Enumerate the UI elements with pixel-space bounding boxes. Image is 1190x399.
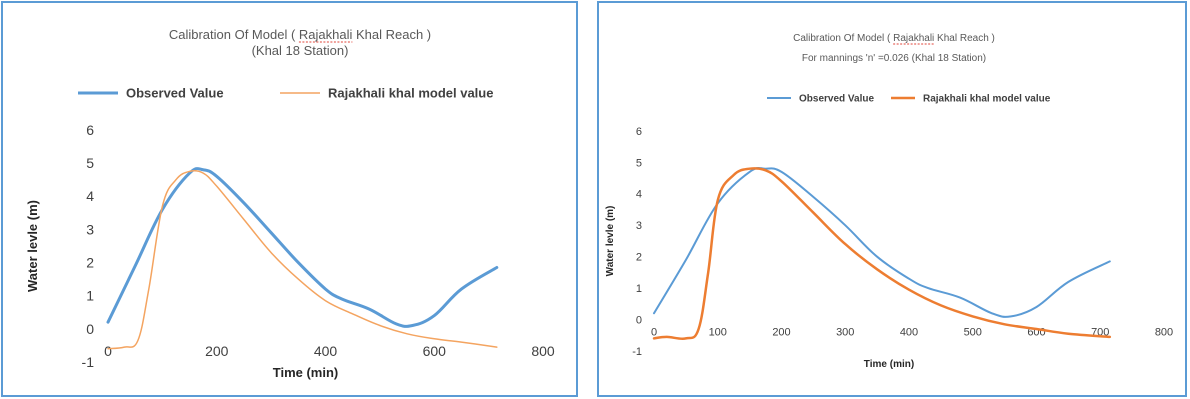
y-tick-label: 6 — [636, 126, 642, 138]
chart-left: Calibration Of Model ( Rajakhali Khal Re… — [25, 27, 555, 380]
y-tick-label: -1 — [82, 354, 95, 370]
legend-label-1: Rajakhali khal model value — [923, 94, 1051, 105]
x-tick-label: 0 — [104, 343, 112, 359]
y-tick-label: 0 — [636, 314, 642, 326]
x-tick-label: 200 — [205, 343, 229, 359]
y-tick-label: 4 — [636, 189, 642, 201]
legend-label-0: Observed Value — [799, 94, 874, 105]
chart-right: Calibration Of Model ( Rajakhali Khal Re… — [605, 33, 1173, 370]
x-tick-label: 400 — [314, 343, 338, 359]
y-tick-label: 6 — [86, 122, 94, 138]
y-axis-label: Water levle (m) — [25, 200, 40, 292]
y-tick-label: 3 — [636, 220, 642, 232]
y-tick-label: 4 — [86, 188, 94, 204]
series-line-1 — [652, 166, 1112, 341]
x-tick-label: 800 — [531, 343, 555, 359]
x-tick-label: 800 — [1155, 327, 1173, 339]
series-line-0 — [653, 166, 1111, 318]
y-tick-label: 5 — [636, 157, 642, 169]
legend-label-0: Observed Value — [126, 86, 224, 101]
x-tick-label: 100 — [709, 327, 727, 339]
y-tick-label: 5 — [86, 155, 94, 171]
chart-subtitle: For mannings 'n' =0.026 (Khal 18 Station… — [802, 53, 986, 64]
x-tick-label: 400 — [900, 327, 918, 339]
x-tick-label: 200 — [772, 327, 790, 339]
chart-subtitle: (Khal 18 Station) — [252, 43, 349, 58]
series-line-1 — [107, 169, 498, 350]
y-tick-label: 2 — [86, 254, 94, 270]
x-axis-label: Time (min) — [864, 359, 914, 370]
y-tick-label: 3 — [86, 221, 94, 237]
y-tick-label: 1 — [86, 288, 94, 304]
y-tick-label: -1 — [632, 346, 642, 358]
series-line-0 — [106, 167, 499, 328]
x-tick-label: 600 — [423, 343, 447, 359]
x-tick-label: 500 — [964, 327, 982, 339]
chart-panel-right: Calibration Of Model ( Rajakhali Khal Re… — [597, 1, 1187, 397]
chart-title: Calibration Of Model ( Rajakhali Khal Re… — [793, 33, 995, 44]
y-tick-label: 1 — [636, 283, 642, 295]
y-tick-label: 0 — [86, 321, 94, 337]
y-tick-label: 2 — [636, 252, 642, 264]
x-tick-label: 300 — [836, 327, 854, 339]
chart-panel-left: Calibration Of Model ( Rajakhali Khal Re… — [1, 1, 578, 397]
x-axis-label: Time (min) — [273, 365, 339, 380]
chart-title: Calibration Of Model ( Rajakhali Khal Re… — [169, 27, 431, 42]
y-axis-label: Water levle (m) — [605, 206, 616, 277]
x-tick-label: 0 — [651, 327, 657, 339]
legend-label-1: Rajakhali khal model value — [328, 86, 493, 101]
